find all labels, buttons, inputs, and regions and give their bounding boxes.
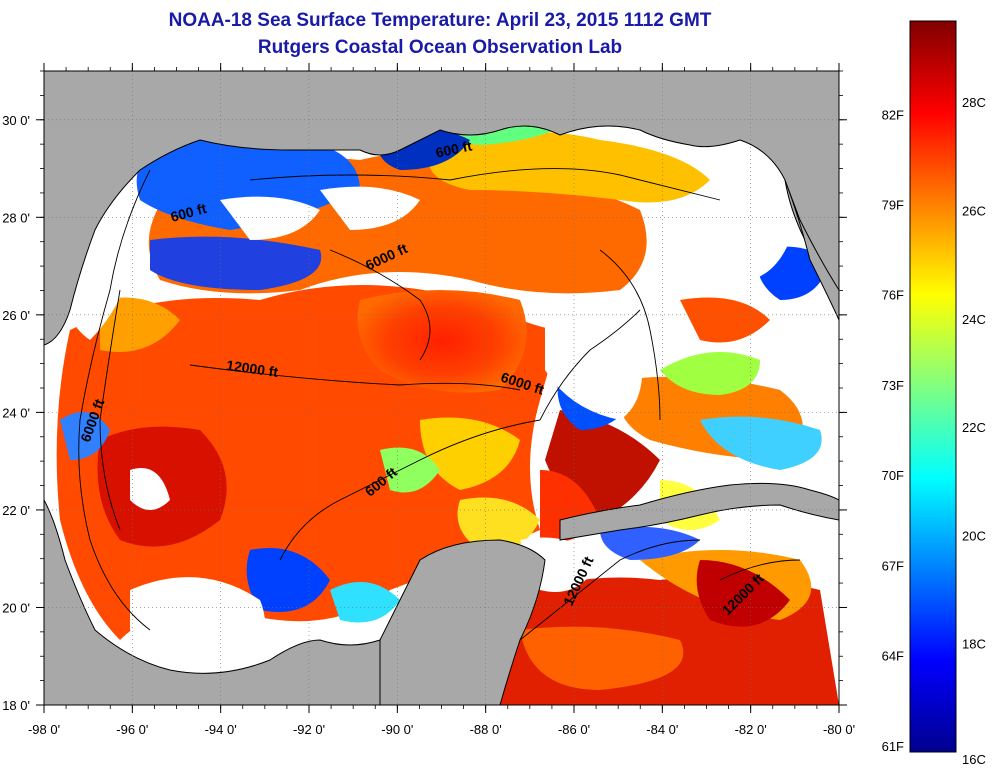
lat-tick-label: 30 0' — [2, 113, 30, 128]
lon-tick-label: -84 0' — [646, 722, 678, 737]
lon-tick-label: -82 0' — [735, 722, 767, 737]
lon-tick-label: -92 0' — [293, 722, 325, 737]
colorbar-celsius-labels: 28C 26C 24C 22C 20C 18C 16C — [962, 95, 986, 767]
sst-field — [56, 86, 839, 705]
lon-tick-label: -94 0' — [205, 722, 237, 737]
contour-label: 600 ft — [434, 137, 473, 160]
lon-tick-label: -98 0' — [28, 722, 60, 737]
colorbar: 82F 79F 76F 73F 70F 67F 64F 61F 28C 26C 24C 22C 20C… — [882, 20, 986, 767]
land — [44, 71, 839, 705]
lat-tick-label: 28 0' — [2, 210, 30, 225]
lon-tick-label: -96 0' — [116, 722, 148, 737]
colorbar-celsius-label: 22C — [962, 420, 986, 435]
lat-tick-label: 26 0' — [2, 308, 30, 323]
contour-label: 12000 ft — [225, 357, 279, 380]
colorbar-fahrenheit-label: 61F — [882, 739, 904, 754]
lat-tick-label: 20 0' — [2, 600, 30, 615]
colorbar-celsius-label: 28C — [962, 95, 986, 110]
colorbar-fahrenheit-label: 73F — [882, 378, 904, 393]
map-axes: -98 0' -96 0' -94 0' -92 0' -90 0' -88 0' -86 … — [2, 63, 855, 737]
colorbar-celsius-label: 20C — [962, 528, 986, 543]
bathymetry-contours — [78, 168, 801, 641]
lat-tick-label: 18 0' — [2, 698, 30, 713]
cloud-patches — [55, 186, 790, 665]
colorbar-fahrenheit-labels: 82F 79F 76F 73F 70F 67F 64F 61F — [882, 107, 904, 754]
lon-tick-label: -86 0' — [558, 722, 590, 737]
colorbar-fahrenheit-label: 76F — [882, 288, 904, 303]
lon-tick-label: -90 0' — [381, 722, 413, 737]
colorbar-celsius-label: 18C — [962, 637, 986, 652]
map-subtitle: Rutgers Coastal Ocean Observation Lab — [257, 37, 623, 58]
colorbar-fahrenheit-label: 64F — [882, 649, 904, 664]
colorbar-fahrenheit-label: 82F — [882, 107, 904, 122]
lat-lon-grid — [44, 71, 839, 705]
lat-tick-label: 22 0' — [2, 503, 30, 518]
colorbar-celsius-label: 26C — [962, 204, 986, 219]
colorbar-fahrenheit-label: 67F — [882, 558, 904, 573]
colorbar-celsius-label: 24C — [962, 312, 986, 327]
colorbar-fahrenheit-label: 70F — [882, 468, 904, 483]
lon-tick-label: -88 0' — [470, 722, 502, 737]
colorbar-fahrenheit-label: 79F — [882, 198, 904, 213]
colorbar-celsius-label: 16C — [962, 752, 986, 767]
map-title: NOAA-18 Sea Surface Temperature: April 2… — [168, 10, 712, 31]
lat-tick-label: 24 0' — [2, 405, 30, 420]
colorbar-scale — [909, 20, 957, 753]
lon-tick-label: -80 0' — [823, 722, 855, 737]
